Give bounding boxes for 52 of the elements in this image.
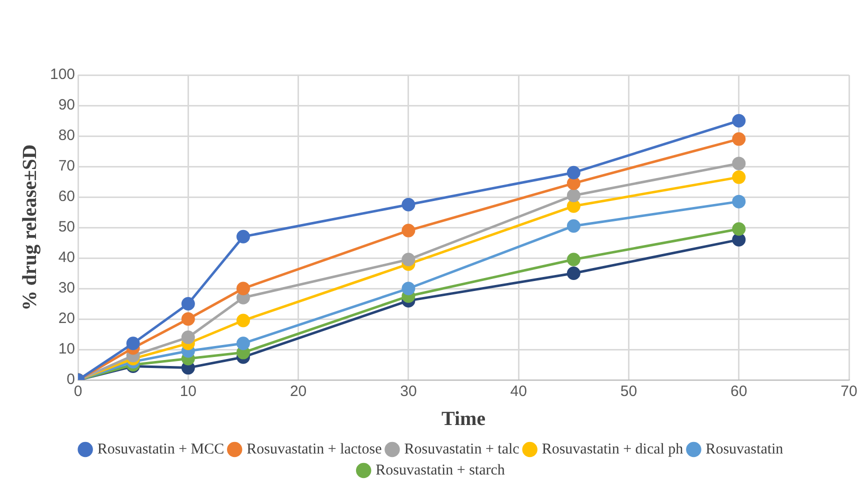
point: [566, 166, 580, 180]
y-tick-label: 90: [58, 96, 76, 114]
legend-label: Rosuvastatin + lactose: [246, 441, 382, 458]
point: [732, 132, 746, 146]
point: [566, 188, 580, 202]
point: [566, 219, 580, 233]
point: [732, 222, 746, 236]
point: [181, 312, 195, 326]
legend-label: Rosuvastatin: [706, 441, 784, 458]
legend-label: Rosuvastatin + dical ph: [542, 441, 684, 458]
legend-label: Rosuvastatin + MCC: [97, 441, 224, 458]
point: [732, 194, 746, 208]
point: [181, 330, 195, 344]
y-tick-label: 10: [58, 340, 76, 358]
y-axis-title: % drug release±SD: [19, 144, 42, 311]
point: [566, 176, 580, 190]
y-tick-label: 80: [58, 127, 76, 144]
legend-label: Rosuvastatin + starch: [376, 462, 506, 478]
point: [126, 336, 140, 350]
x-axis-title: Time: [441, 408, 486, 430]
y-tick-label: 40: [58, 249, 76, 266]
x-tick-label: 40: [510, 383, 527, 400]
point: [402, 252, 416, 266]
point: [402, 198, 416, 212]
point: [236, 314, 250, 328]
x-tick-label: 20: [290, 383, 307, 400]
x-tick-label: 10: [180, 383, 197, 400]
point: [402, 224, 416, 238]
point: [732, 170, 746, 184]
x-tick-label: 60: [730, 383, 748, 400]
point: [732, 114, 746, 128]
point: [732, 232, 746, 246]
y-tick-label: 50: [58, 218, 76, 236]
point: [566, 199, 580, 213]
legend-label: Rosuvastatin + talc: [404, 441, 520, 458]
y-tick-label: 100: [50, 66, 76, 84]
y-tick-label: 60: [58, 188, 76, 206]
point: [236, 282, 250, 296]
point: [181, 297, 195, 310]
point: [236, 336, 250, 350]
point: [236, 230, 250, 244]
x-tick-label: 50: [620, 383, 638, 400]
x-tick-label: 30: [400, 383, 417, 400]
y-tick-label: 30: [58, 280, 76, 297]
y-tick-label: 20: [58, 310, 76, 328]
x-tick-label: 70: [840, 383, 858, 400]
point: [566, 266, 580, 280]
y-tick-label: 70: [58, 158, 76, 175]
point: [402, 282, 416, 296]
point: [732, 156, 746, 170]
point: [566, 252, 580, 266]
y-tick-label: 0: [66, 371, 76, 388]
